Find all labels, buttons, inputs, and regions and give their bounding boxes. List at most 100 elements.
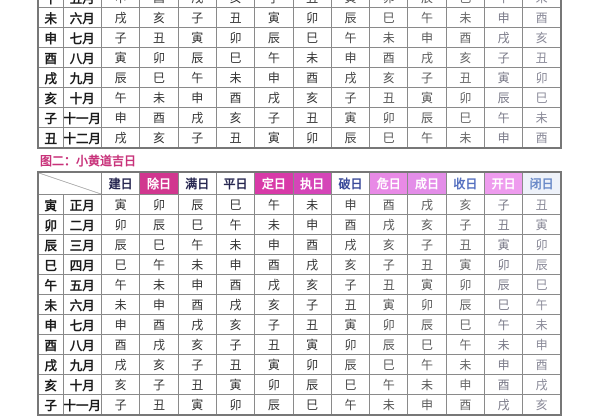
table-cell: 子: [407, 234, 447, 255]
table-cell: 未: [139, 87, 179, 108]
table-cell: 未: [522, 107, 562, 128]
table-cell: 卯: [407, 294, 447, 315]
table-cell: 辰: [292, 374, 332, 395]
table-cell: 子: [369, 254, 409, 275]
table-cell: 戌: [330, 67, 371, 88]
table-cell: 亥: [139, 7, 179, 28]
table-cell: 子: [101, 27, 141, 48]
table-cell: 申: [483, 354, 524, 375]
table-cell: 辰: [177, 194, 217, 215]
table-cell: 子: [483, 194, 524, 215]
branch-cell: 子: [37, 107, 64, 128]
table-cell: 亥: [445, 47, 485, 68]
month-cell: 十一月: [62, 394, 103, 416]
table-cell: 卯: [522, 67, 562, 88]
table-cell: 未: [292, 194, 332, 215]
table-cell: 寅: [254, 354, 294, 375]
table-cell: 午: [254, 194, 294, 215]
table-cell: 酉: [522, 7, 562, 28]
branch-cell: 酉: [37, 47, 64, 68]
table-cell: 午: [177, 67, 217, 88]
table-cell: 午: [330, 27, 371, 48]
table-cell: 子: [445, 214, 485, 235]
table-cell: 未: [483, 334, 524, 355]
column-header: 平日: [215, 171, 256, 195]
table-row: 寅正月寅卯辰巳午未申酉戌亥子丑: [37, 194, 562, 215]
month-cell: 五月: [62, 0, 103, 8]
table-cell: 午: [101, 87, 141, 108]
table-2-title: 图二：小黄道吉日: [40, 154, 137, 168]
branch-cell: 未: [37, 7, 64, 28]
table-row: 丑十二月戌亥子丑寅卯辰巳午未申酉: [37, 127, 562, 149]
table-cell: 未: [445, 127, 485, 149]
table-cell: 酉: [369, 194, 409, 215]
table-cell: 巳: [215, 194, 256, 215]
table-cell: 午: [407, 354, 447, 375]
table-cell: 未: [369, 27, 409, 48]
column-header: 开日: [483, 171, 524, 195]
table-cell: 巳: [445, 0, 485, 8]
table-cell: 丑: [215, 7, 256, 28]
column-header: 定日: [254, 171, 294, 195]
table-cell: 亥: [215, 107, 256, 128]
table-row: 午五月午未申酉戌亥子丑寅卯辰巳: [37, 274, 562, 295]
branch-cell: 戌: [37, 67, 64, 88]
table-cell: 酉: [445, 27, 485, 48]
table-cell: 未: [292, 47, 332, 68]
table-cell: 亥: [177, 334, 217, 355]
table-row: 戌九月戌亥子丑寅卯辰巳午未申酉: [37, 354, 562, 375]
table-cell: 申: [330, 47, 371, 68]
month-cell: 九月: [62, 67, 103, 88]
table-cell: 戌: [101, 7, 141, 28]
table-cell: 丑: [292, 107, 332, 128]
month-cell: 四月: [62, 254, 103, 275]
branch-cell: 酉: [37, 334, 64, 355]
table-cell: 午: [215, 214, 256, 235]
table-cell: 亥: [330, 254, 371, 275]
table-row: 卯二月卯辰巳午未申酉戌亥子丑寅: [37, 214, 562, 235]
table-cell: 酉: [139, 0, 179, 8]
table-cell: 酉: [101, 334, 141, 355]
table-cell: 子: [254, 314, 294, 335]
table-cell: 亥: [139, 354, 179, 375]
table-cell: 戌: [254, 87, 294, 108]
table-cell: 寅: [292, 334, 332, 355]
table-cell: 卯: [522, 234, 562, 255]
table-cell: 戌: [177, 0, 217, 8]
table-cell: 亥: [369, 234, 409, 255]
table-cell: 戌: [177, 314, 217, 335]
table-row: 未六月未申酉戌亥子丑寅卯辰巳午: [37, 294, 562, 315]
table-cell: 申: [101, 314, 141, 335]
table-cell: 午: [139, 254, 179, 275]
table-cell: 寅: [330, 107, 371, 128]
table-cell: 戌: [101, 127, 141, 149]
table-cell: 丑: [445, 234, 485, 255]
table-row: 巳四月巳午未申酉戌亥子丑寅卯辰: [37, 254, 562, 275]
table-cell: 戌: [139, 334, 179, 355]
table-cell: 巳: [369, 354, 409, 375]
table-cell: 戌: [292, 254, 332, 275]
table-cell: 子: [254, 0, 294, 8]
table-cell: 辰: [330, 354, 371, 375]
table-cell: 戌: [483, 27, 524, 48]
table-row: 酉八月寅卯辰巳午未申酉戌亥子丑: [37, 47, 562, 68]
table-cell: 卯: [292, 7, 332, 28]
table-cell: 寅: [330, 314, 371, 335]
table-cell: 子: [292, 294, 332, 315]
branch-cell: 申: [37, 314, 64, 335]
month-cell: 十二月: [62, 127, 103, 149]
table-cell: 未: [139, 274, 179, 295]
table-row: 亥十月午未申酉戌亥子丑寅卯辰巳: [37, 87, 562, 108]
table-cell: 申: [215, 254, 256, 275]
table-cell: 卯: [292, 127, 332, 149]
table-cell: 戌: [483, 394, 524, 416]
table-cell: 未: [522, 314, 562, 335]
table-cell: 辰: [522, 254, 562, 275]
table-cell: 巳: [139, 234, 179, 255]
table-cell: 申: [139, 294, 179, 315]
column-header: 收日: [445, 171, 485, 195]
table-cell: 寅: [215, 374, 256, 395]
table-cell: 寅: [177, 394, 217, 416]
branch-cell: 子: [37, 394, 64, 416]
table-cell: 申: [522, 334, 562, 355]
